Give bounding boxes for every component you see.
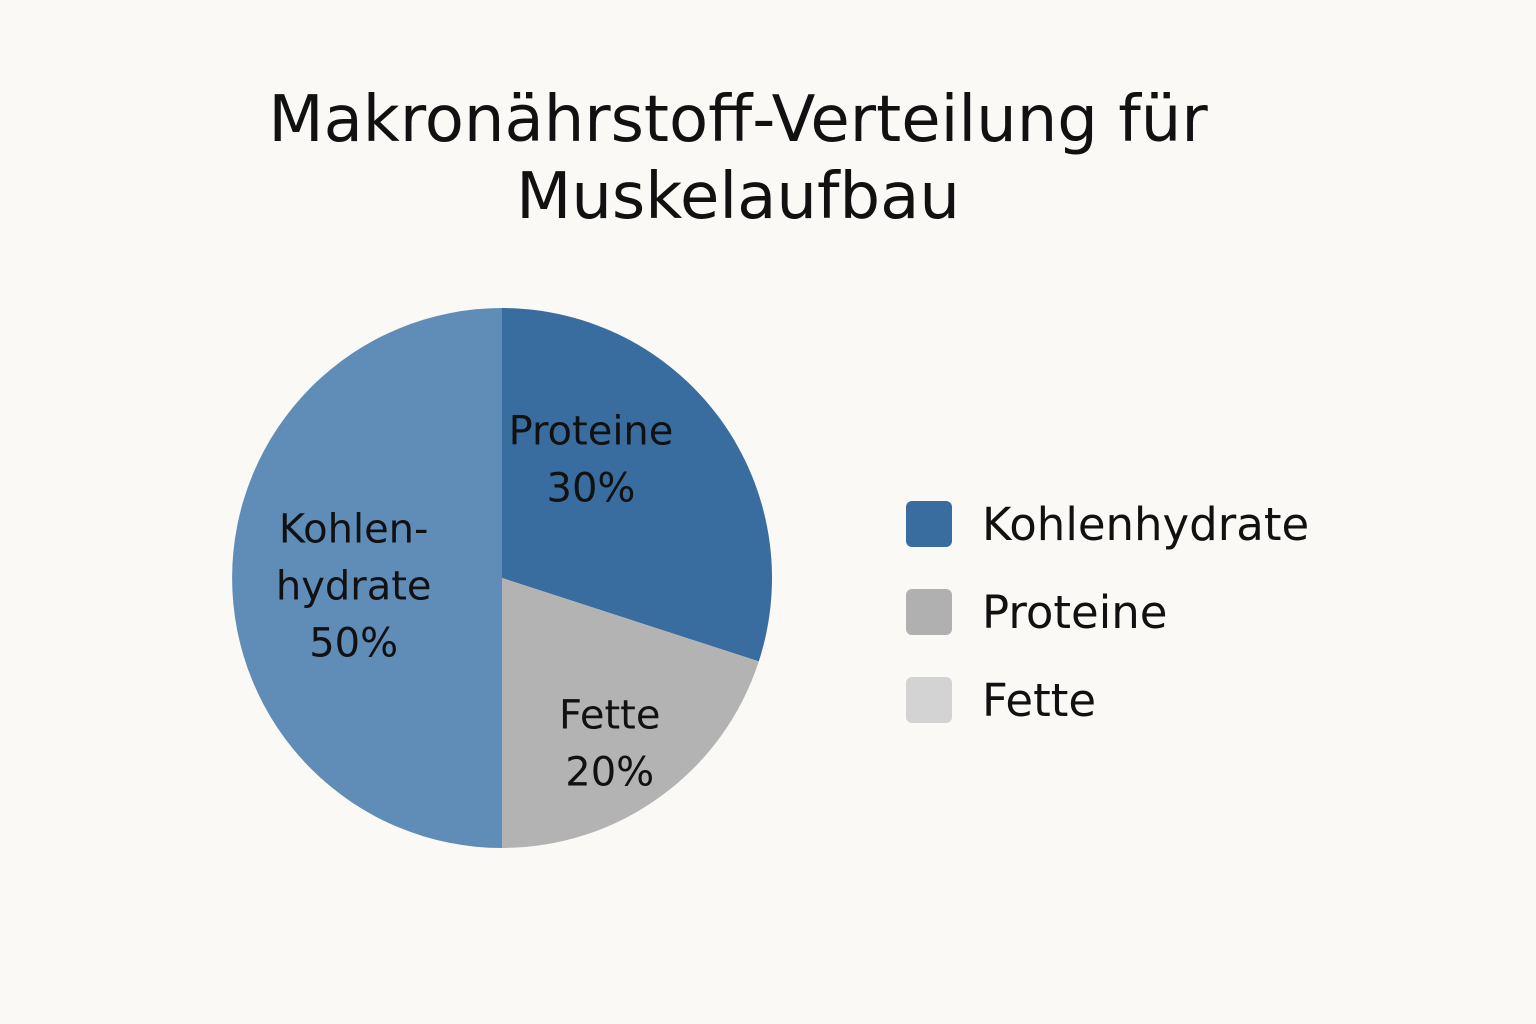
slice-label-line: Proteine [509,409,674,455]
legend-item-fette: Fette [906,656,1309,744]
pie-slice-proteine [502,308,772,662]
slice-label-line: 50% [309,620,398,666]
legend-swatch-kohlenhydrate [906,501,952,547]
chart-title-line-1: Makronährstoff-Verteilung für [268,83,1208,157]
legend-swatch-fette [906,677,952,723]
pie-slice-fette [502,578,759,848]
chart-title-line-2: Muskelaufbau [516,159,960,234]
slice-label-line: 20% [565,750,654,796]
legend-label-proteine: Proteine [982,585,1168,639]
legend-item-proteine: Proteine [906,568,1309,656]
chart-legend: Kohlenhydrate Proteine Fette [906,480,1309,744]
slice-label-line: Kohlen- [279,506,429,552]
legend-label-fette: Fette [982,673,1097,727]
slice-label-line: Fette [559,693,660,739]
chart-title: Makronährstoff-Verteilung für Muskelaufb… [0,82,1476,236]
slice-label-fette: Fette 20% [559,693,660,796]
legend-item-kohlenhydrate: Kohlenhydrate [906,480,1309,568]
slice-label-kohlenhydrate: Kohlen-hydrate 50% [276,506,432,666]
slice-label-line: hydrate [276,563,432,609]
pie-slice-kohlenhydrate [232,308,503,848]
slice-label-line: 30% [547,466,636,512]
legend-label-kohlenhydrate: Kohlenhydrate [982,497,1310,551]
slice-label-proteine: Proteine 30% [509,409,674,512]
legend-swatch-proteine [906,589,952,635]
